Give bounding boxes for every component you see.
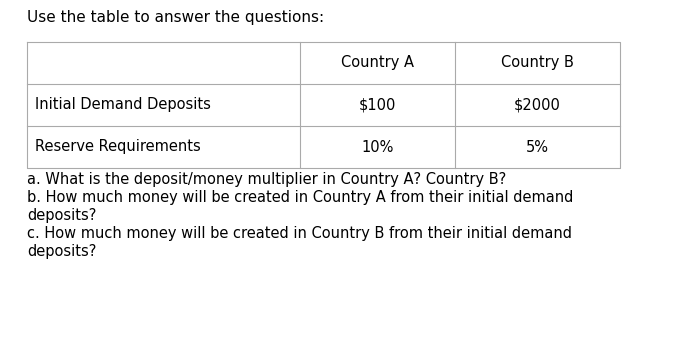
Text: deposits?: deposits? xyxy=(27,208,97,223)
Text: Initial Demand Deposits: Initial Demand Deposits xyxy=(35,98,211,113)
Text: Use the table to answer the questions:: Use the table to answer the questions: xyxy=(27,10,324,25)
Text: c. How much money will be created in Country B from their initial demand: c. How much money will be created in Cou… xyxy=(27,226,572,241)
Text: $2000: $2000 xyxy=(514,98,561,113)
Text: $100: $100 xyxy=(359,98,396,113)
Text: deposits?: deposits? xyxy=(27,244,97,259)
Text: Reserve Requirements: Reserve Requirements xyxy=(35,139,201,154)
Text: 10%: 10% xyxy=(361,139,394,154)
Text: a. What is the deposit/money multiplier in Country A? Country B?: a. What is the deposit/money multiplier … xyxy=(27,172,506,187)
Text: Country B: Country B xyxy=(501,55,574,70)
Text: 5%: 5% xyxy=(526,139,549,154)
Text: Country A: Country A xyxy=(341,55,414,70)
Text: b. How much money will be created in Country A from their initial demand: b. How much money will be created in Cou… xyxy=(27,190,573,205)
